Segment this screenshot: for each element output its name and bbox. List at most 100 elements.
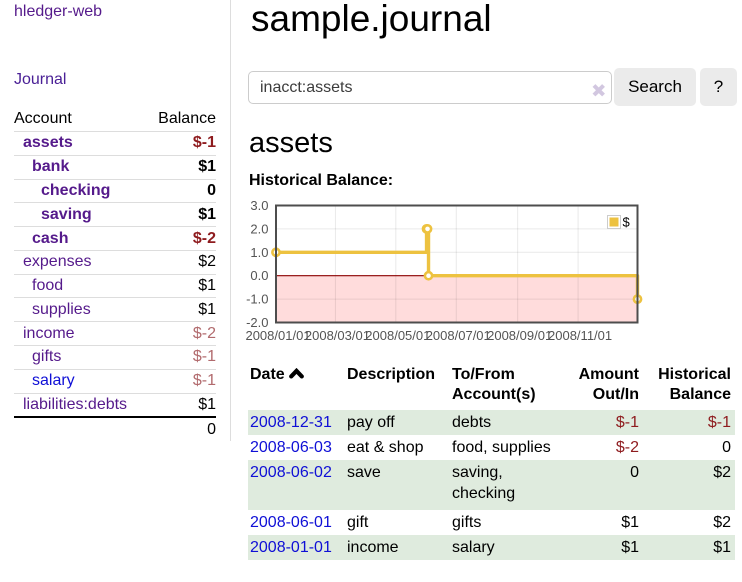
transaction-accounts: gifts	[452, 514, 482, 531]
account-cell: gifts	[14, 345, 148, 370]
sort-ascending-icon	[288, 368, 304, 379]
transaction-description: pay off	[347, 414, 395, 431]
account-link-income[interactable]: income	[23, 324, 75, 342]
accounts-table-body: assets $-1 bank $1 checking 0 saving $1 cash $-2 e…	[14, 131, 216, 442]
y-tick-label: 1.0	[250, 245, 268, 260]
account-cell: bank	[14, 155, 148, 180]
chart-label: Historical Balance:	[249, 172, 394, 189]
x-tick-label: 2008/11/01	[548, 328, 612, 343]
account-link-liabilities-debts[interactable]: liabilities:debts	[23, 395, 128, 413]
transaction-date-link[interactable]: 2008-06-02	[250, 464, 332, 481]
account-row: gifts $-1	[14, 345, 216, 370]
page-title: sample.journal	[251, 0, 492, 39]
search-form: ✖ Search ?	[248, 68, 742, 106]
search-input[interactable]	[248, 71, 612, 104]
register-row[interactable]: 2008-06-01 gift gifts $1 $2	[248, 510, 735, 535]
register-header-date[interactable]: Date	[248, 365, 345, 410]
account-balance: $-1	[147, 369, 216, 394]
account-link-checking[interactable]: checking	[41, 181, 111, 199]
transaction-date-link[interactable]: 2008-06-01	[250, 514, 332, 531]
account-balance: $2	[147, 250, 216, 275]
account-balance: $1	[147, 393, 216, 418]
transaction-date-link[interactable]: 2008-06-03	[250, 439, 332, 456]
account-link-gifts[interactable]: gifts	[32, 348, 62, 366]
account-heading: assets	[249, 127, 333, 159]
account-row: checking 0	[14, 179, 216, 204]
transaction-description: eat & shop	[347, 439, 424, 456]
account-cell: cash	[14, 226, 148, 251]
transaction-balance: $2	[713, 464, 731, 481]
clear-search-icon[interactable]: ✖	[590, 80, 607, 101]
account-cell: saving	[14, 202, 148, 228]
legend-swatch	[609, 217, 619, 227]
account-row: expenses $2	[14, 250, 216, 275]
account-link-bank[interactable]: bank	[32, 158, 70, 176]
transaction-date-link[interactable]: 2008-01-01	[250, 539, 332, 556]
account-cell: checking	[14, 179, 148, 204]
transaction-description: gift	[347, 514, 369, 531]
account-link-food[interactable]: food	[32, 277, 64, 295]
register-header-amount-out-in[interactable]: Amount Out/In	[553, 365, 641, 410]
app-title-link[interactable]: hledger-web	[14, 3, 103, 20]
account-link-expenses[interactable]: expenses	[23, 253, 92, 271]
account-link-cash[interactable]: cash	[32, 229, 69, 247]
register-header-to-from-account-s-[interactable]: To/From Account(s)	[450, 365, 553, 410]
x-tick-label: 2008/01/01	[245, 328, 310, 343]
transaction-date-link[interactable]: 2008-12-31	[250, 414, 332, 431]
register-table-body: 2008-12-31 pay off debts $-1 $-1 2008-06-03 ea…	[248, 410, 735, 560]
account-link-supplies[interactable]: supplies	[32, 300, 91, 318]
sidebar-item-journal[interactable]: Journal	[14, 71, 67, 88]
register-header-description[interactable]: Description	[345, 365, 450, 410]
transaction-date-cell: 2008-06-01	[248, 510, 345, 535]
account-balance: 0	[147, 179, 216, 204]
y-tick-label: -1.0	[246, 292, 268, 307]
account-balance: $1	[147, 274, 216, 299]
transaction-amount: $-2	[615, 439, 639, 456]
account-cell: food	[14, 274, 148, 299]
register-row[interactable]: 2008-06-03 eat & shop food, supplies $-2 0	[248, 435, 735, 460]
transaction-amount: $-1	[615, 414, 639, 431]
register-row[interactable]: 2008-01-01 income salary $1 $1	[248, 535, 735, 560]
transaction-accounts: salary	[452, 539, 495, 556]
accounts-header-account: Account	[14, 108, 148, 132]
accounts-header-row: Account Balance	[14, 108, 216, 132]
transaction-amount: $1	[621, 539, 639, 556]
sidebar: hledger-web Journal Account Balance asse…	[0, 0, 231, 442]
account-balance: $-2	[147, 226, 216, 251]
help-button[interactable]: ?	[700, 68, 737, 106]
register-row[interactable]: 2008-12-31 pay off debts $-1 $-1	[248, 410, 735, 435]
transaction-balance: 0	[722, 439, 731, 456]
x-tick-label: 2008/09/01	[487, 328, 552, 343]
register-header-historical-balance[interactable]: Historical Balance	[641, 365, 735, 410]
register-header-label: Date	[250, 366, 285, 383]
chart-canvas: 3.0 2.0 1.0 0.0 -1.0 -2.02008/01/012008/03/01…	[245, 198, 643, 343]
account-row: income $-2	[14, 321, 216, 347]
register-row[interactable]: 2008-06-02 save saving, checking 0 $2	[248, 460, 735, 510]
search-button[interactable]: Search	[614, 68, 696, 106]
account-row: salary $-1	[14, 369, 216, 394]
y-tick-label: 2.0	[250, 221, 268, 236]
data-point-marker	[422, 223, 433, 234]
transaction-balance: $1	[713, 539, 731, 556]
account-row: cash $-2	[14, 226, 216, 251]
account-balance: $1	[147, 155, 216, 180]
transaction-accounts: food, supplies	[452, 439, 551, 456]
legend-label: $	[623, 215, 631, 230]
account-cell: expenses	[14, 250, 148, 275]
account-row: bank $1	[14, 155, 216, 180]
account-link-assets[interactable]: assets	[23, 134, 73, 152]
transaction-date-cell: 2008-01-01	[248, 535, 345, 560]
transaction-balance: $-1	[707, 414, 731, 431]
negative-region	[276, 275, 638, 323]
account-cell: assets	[14, 131, 148, 156]
transaction-amount: $1	[621, 514, 639, 531]
y-tick-label: -2.0	[246, 315, 268, 330]
account-link-saving[interactable]: saving	[41, 205, 92, 223]
accounts-header-balance: Balance	[147, 108, 216, 132]
account-balance: $1	[147, 297, 216, 323]
historical-balance-chart[interactable]: 3.0 2.0 1.0 0.0 -1.0 -2.0 2008/01/01 2008/03/01…	[245, 198, 648, 349]
account-link-salary[interactable]: salary	[32, 372, 75, 390]
register-header-label: Historical Balance	[658, 366, 731, 403]
register-header-label: To/From Account(s)	[452, 366, 536, 403]
transaction-description: save	[347, 464, 381, 481]
